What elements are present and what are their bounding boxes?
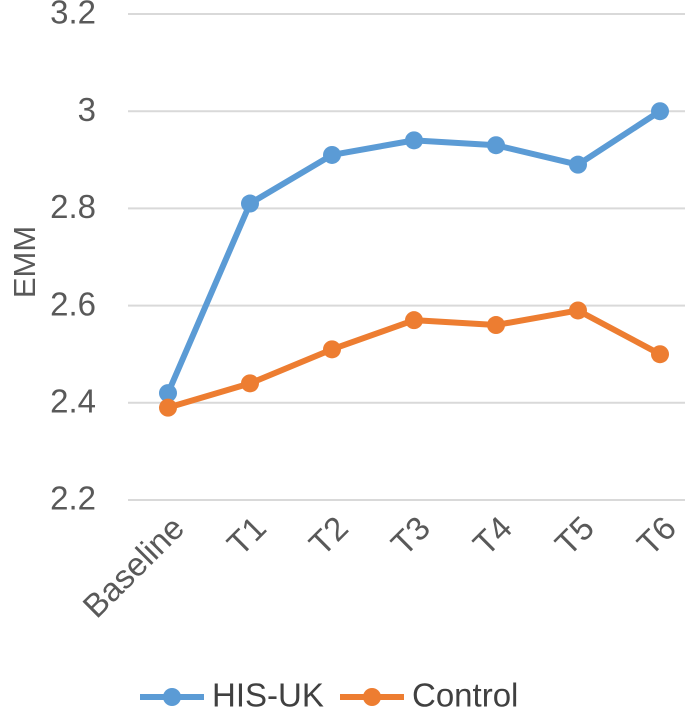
x-tick-label: T5 bbox=[548, 509, 601, 562]
series-lines bbox=[159, 102, 669, 417]
data-point bbox=[159, 398, 177, 417]
legend-label: HIS-UK bbox=[212, 677, 324, 714]
y-tick-label: 3 bbox=[78, 91, 96, 128]
x-tick-label: T1 bbox=[220, 509, 273, 562]
legend-label: Control bbox=[412, 677, 518, 714]
legend-swatch-marker bbox=[363, 688, 381, 706]
legend-item: Control bbox=[340, 677, 518, 714]
data-point bbox=[323, 145, 341, 164]
x-tick-label: T3 bbox=[384, 509, 437, 562]
data-point bbox=[405, 311, 423, 330]
y-axis-title: EMM bbox=[7, 226, 42, 298]
x-axis-tick-labels: Baseline T1 T2 T3 T4 T5 T6 bbox=[75, 509, 683, 625]
series-control bbox=[159, 301, 669, 417]
data-point bbox=[159, 384, 177, 403]
y-tick-label: 2.2 bbox=[50, 480, 96, 517]
y-tick-label: 2.4 bbox=[50, 383, 96, 420]
gridlines bbox=[128, 13, 685, 501]
legend: HIS-UK Control bbox=[140, 677, 518, 714]
x-tick-label: Baseline bbox=[75, 509, 191, 625]
data-point bbox=[487, 316, 505, 335]
series-line bbox=[165, 108, 662, 395]
y-tick-label: 2.8 bbox=[50, 188, 96, 225]
data-point bbox=[569, 301, 587, 320]
legend-item: HIS-UK bbox=[140, 677, 324, 714]
x-tick-label: T2 bbox=[302, 509, 355, 562]
series-his-uk bbox=[159, 102, 669, 403]
data-point bbox=[323, 340, 341, 359]
data-point bbox=[241, 194, 259, 213]
y-axis-tick-labels: 2.2 2.4 2.6 2.8 3 3.2 bbox=[50, 0, 96, 517]
data-point bbox=[651, 102, 669, 121]
data-point bbox=[487, 136, 505, 155]
data-point bbox=[241, 374, 259, 393]
y-tick-label: 3.2 bbox=[50, 0, 96, 31]
x-tick-label: T4 bbox=[466, 509, 519, 562]
data-point bbox=[569, 155, 587, 174]
y-tick-label: 2.6 bbox=[50, 285, 96, 322]
legend-swatch-marker bbox=[163, 688, 181, 706]
x-tick-label: T6 bbox=[630, 509, 683, 562]
data-point bbox=[651, 345, 669, 364]
data-point bbox=[405, 131, 423, 150]
